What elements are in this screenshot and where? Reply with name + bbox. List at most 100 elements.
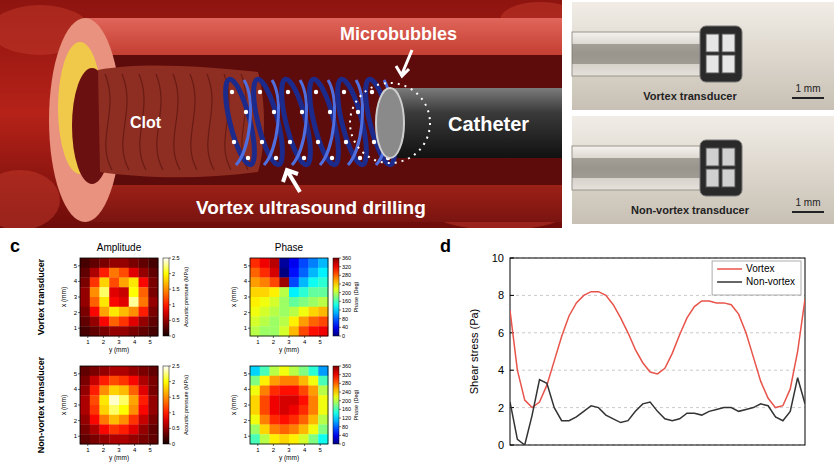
tick-label: 3: [117, 447, 121, 453]
heat-cell: [129, 307, 139, 317]
tick-label: 1: [256, 339, 260, 345]
heat-cell: [250, 376, 260, 386]
tick: [78, 405, 80, 406]
heat-cell: [109, 317, 119, 327]
heat-cell: [100, 317, 110, 327]
colorbar-tick-label: 1: [172, 302, 175, 308]
photo-background: [572, 2, 834, 110]
heat-cell: [260, 307, 270, 317]
colorbar-tick: [169, 273, 171, 274]
clot-fiber: [207, 74, 214, 170]
colorbar-tick-label: 40: [342, 432, 348, 438]
heat-cell: [250, 326, 260, 336]
heat-cell: [309, 415, 319, 425]
heat-cell: [250, 415, 260, 425]
heat-cell: [289, 258, 299, 268]
heat-cell: [309, 278, 319, 288]
clot-fiber: [173, 74, 180, 170]
heat-cell: [318, 307, 328, 317]
heat-cell: [119, 326, 129, 336]
heat-cell: [309, 297, 319, 307]
heat-cell: [318, 386, 328, 396]
microbubble: [372, 140, 376, 144]
colorbar-tick-label: 240: [342, 389, 351, 395]
tick: [510, 370, 514, 371]
heat-cell: [318, 326, 328, 336]
arrow: [396, 50, 412, 76]
microbubble: [260, 140, 264, 144]
heat-cell: [289, 307, 299, 317]
tick-label: 2: [272, 447, 276, 453]
colorbar-tick: [169, 289, 171, 290]
tick-label: 4: [498, 364, 504, 376]
tick: [248, 297, 250, 298]
tick: [248, 312, 250, 313]
colorbar-tick-label: 2: [172, 271, 175, 277]
plot-frame: [510, 258, 805, 445]
heat-cell: [148, 415, 158, 425]
heat-cell: [100, 395, 110, 405]
heat-cell: [148, 307, 158, 317]
tick: [273, 444, 274, 446]
heat-cell: [318, 268, 328, 278]
microbubble: [232, 140, 236, 144]
colorbar-tick-label: 0: [342, 333, 345, 339]
colorbar-tick-label: 2: [172, 379, 175, 385]
heat-cell: [318, 395, 328, 405]
heat-cell: [279, 317, 289, 327]
heat-cell: [299, 366, 309, 376]
heat-cell: [90, 287, 100, 297]
heat-cell: [90, 317, 100, 327]
tick: [78, 281, 80, 282]
colorbar-tick: [339, 310, 341, 311]
heat-cell: [289, 268, 299, 278]
tick: [78, 328, 80, 329]
heat-cell: [109, 395, 119, 405]
heat-cell: [279, 366, 289, 376]
figure: ClotMicrobubblesCatheterVortex ultrasoun…: [0, 0, 838, 468]
heat-cell: [139, 386, 149, 396]
heat-cell: [90, 405, 100, 415]
heat-cell: [80, 376, 90, 386]
heat-cell: [100, 278, 110, 288]
colorbar-tick-label: 120: [342, 415, 351, 421]
heat-cell: [270, 258, 280, 268]
tick: [103, 336, 104, 338]
tick-label: 3: [244, 294, 248, 300]
series-group: [510, 292, 805, 445]
heat-cell: [109, 326, 119, 336]
heat-cell: [299, 376, 309, 386]
heat-cell: [148, 326, 158, 336]
heat-cell: [119, 307, 129, 317]
heat-cell: [119, 376, 129, 386]
clot-fiber: [190, 74, 197, 170]
microbubble: [358, 156, 362, 160]
axis-title: Shear stress (Pa): [468, 309, 480, 395]
tick-label: 5: [244, 371, 248, 377]
tick-label: 1: [74, 325, 78, 331]
heatmap: 1234512345y (mm)x (mm)040801201602002402…: [230, 363, 359, 462]
colorbar-tick-label: 200: [342, 290, 351, 296]
colorbar-tick: [339, 292, 341, 293]
heat-cell: [279, 297, 289, 307]
heat-cell: [139, 434, 149, 444]
tick-label: 4: [303, 339, 307, 345]
colorbar-tick-label: 280: [342, 380, 351, 386]
tick-label: 8: [498, 289, 504, 301]
colorbar-tick: [169, 366, 171, 367]
catheter: [390, 88, 562, 158]
transducer-face: [700, 26, 742, 82]
colorbar-tick-label: 320: [342, 372, 351, 378]
tick-label: 3: [287, 447, 291, 453]
heat-cell: [289, 386, 299, 396]
heat-cell: [270, 386, 280, 396]
heat-cell: [139, 307, 149, 317]
heat-cell: [109, 425, 119, 435]
heat-cell: [289, 366, 299, 376]
frame: [250, 258, 328, 336]
colorbar-tick: [339, 266, 341, 267]
colorbar-label: Acoustic pressure (MPa): [183, 375, 189, 435]
heat-cell: [100, 326, 110, 336]
colorbar: [333, 258, 339, 336]
heat-cell: [109, 258, 119, 268]
